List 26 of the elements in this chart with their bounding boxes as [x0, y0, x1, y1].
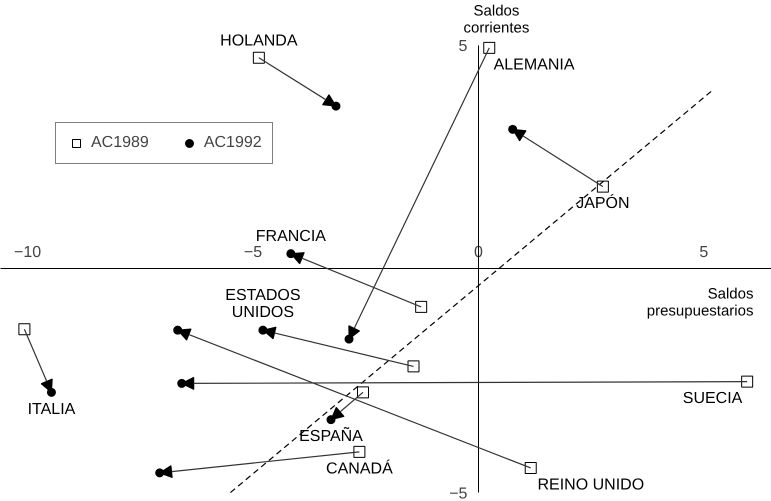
point [524, 462, 537, 474]
legend-label: AC1989 [91, 134, 149, 152]
annotation: FRANCIA [256, 228, 326, 246]
x-axis-title: Saldos presupuestarios [646, 285, 754, 320]
point [252, 52, 265, 64]
annotation: ALEMANIA [494, 56, 575, 74]
annotation: ESPAÑA [299, 426, 364, 446]
point [415, 300, 428, 313]
x-tick-label: −10 [14, 244, 42, 261]
annotation: REINO UNIDO [537, 476, 644, 494]
legend-label: AC1992 [204, 134, 262, 152]
annotation: SUECIA [682, 390, 743, 408]
point [357, 386, 370, 398]
point [408, 360, 420, 372]
point [18, 323, 30, 336]
annotation: CANADÁ [326, 459, 394, 478]
point [353, 446, 366, 458]
x-tick-label: −5 [244, 244, 262, 261]
point [741, 376, 754, 388]
annotation: ESTADOS UNIDOS [225, 287, 301, 322]
annotation: ITALIA [28, 400, 76, 418]
x-tick-label: 5 [699, 244, 708, 261]
y-axis-title: Saldos corrientes [464, 2, 530, 37]
annotation: HOLANDA [220, 32, 298, 50]
annotation: JAPÓN [576, 194, 630, 212]
point [483, 42, 496, 54]
